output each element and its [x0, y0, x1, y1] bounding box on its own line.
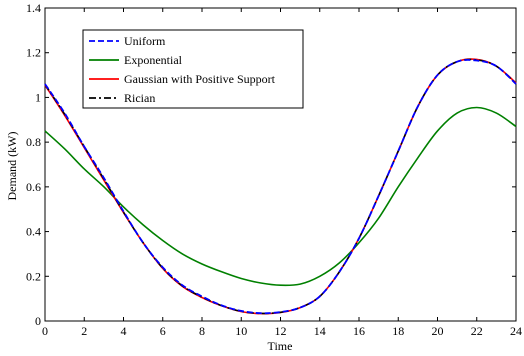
- legend: Uniform Exponential Gaussian with Positive…: [82, 29, 304, 109]
- legend-label-rician: Rician: [124, 91, 155, 105]
- series-line-exponential: [44, 106, 517, 287]
- x-tick-label: 12: [275, 324, 287, 338]
- series-line-uniform: [44, 59, 517, 315]
- x-tick-label: 14: [314, 324, 326, 338]
- x-tick-label: 0: [42, 324, 48, 338]
- x-tick-label: 4: [121, 324, 127, 338]
- legend-box: [82, 29, 304, 109]
- x-axis-label: Time: [268, 339, 293, 353]
- legend-label-gaussian-with-positive-support: Gaussian with Positive Support: [124, 72, 276, 86]
- x-tick-label: 16: [353, 324, 365, 338]
- y-tick-label: 0.8: [26, 135, 41, 149]
- x-tick-label: 2: [81, 324, 87, 338]
- y-tick-label: 1.2: [26, 46, 41, 60]
- y-tick-label: 0.2: [26, 269, 41, 283]
- x-tick-label: 8: [199, 324, 205, 338]
- y-axis-label: Demand (kW): [5, 132, 19, 201]
- y-tick-label: 1.4: [26, 1, 41, 15]
- x-tick-label: 24: [510, 324, 522, 338]
- y-tick-label: 0.6: [26, 180, 41, 194]
- x-tick-label: 10: [235, 324, 247, 338]
- x-tick-label: 6: [160, 324, 166, 338]
- x-tick-label: 18: [392, 324, 404, 338]
- x-tick-label: 20: [432, 324, 444, 338]
- ticks-layer: 0 2 4 6 8 10 12 14 16 18 20 22 2400.20.40.60.811.21.…: [26, 1, 522, 338]
- x-tick-label: 22: [471, 324, 483, 338]
- legend-label-exponential: Exponential: [124, 53, 183, 67]
- series-layer: [44, 58, 517, 315]
- y-tick-label: 0.4: [26, 225, 41, 239]
- y-tick-label: 1: [35, 90, 41, 104]
- series-line-rician: [44, 58, 517, 315]
- legend-label-uniform: Uniform: [124, 34, 166, 48]
- y-tick-label: 0: [35, 314, 41, 328]
